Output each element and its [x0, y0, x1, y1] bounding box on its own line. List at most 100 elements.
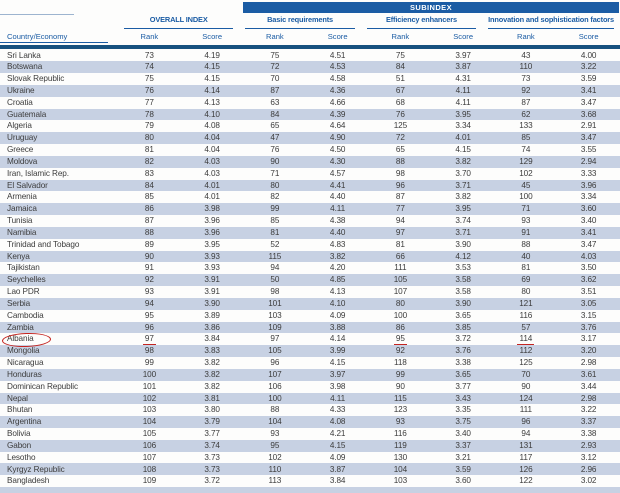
value-cell: 98 [369, 168, 432, 180]
value-cell: 70 [244, 73, 307, 85]
value-text: 102 [142, 393, 157, 403]
value-cell: 4.13 [306, 286, 369, 298]
table-row: Dominican Republic 101 3.82 106 3.98 90 3.77 90… [0, 381, 620, 393]
value-cell: 3.71 [432, 227, 495, 239]
value-cell: 89 [118, 239, 181, 251]
value-cell: 115 [369, 393, 432, 405]
value-text: 75 [270, 50, 280, 60]
value-cell: 4.30 [306, 156, 369, 168]
value-text: 129 [519, 156, 533, 166]
value-cell: 93 [244, 428, 307, 440]
value-cell: 133 [495, 120, 558, 132]
value-text: 99 [144, 358, 154, 368]
value-text: 107 [142, 452, 157, 462]
value-text: 3.60 [580, 204, 597, 214]
country-label: Iran, Islamic Rep. [7, 168, 69, 178]
value-text: 90 [270, 156, 280, 166]
value-text: 93 [144, 287, 154, 297]
value-cell: 86 [369, 322, 432, 334]
value-cell: 3.02 [557, 475, 620, 487]
country-label: Lao PDR [7, 287, 40, 297]
table-row: Lao PDR 93 3.91 98 4.13 107 3.58 80 3.51 [0, 286, 620, 298]
value-cell: 4.10 [181, 109, 244, 121]
value-cell: 3.84 [306, 475, 369, 487]
value-cell: 97 [369, 227, 432, 239]
value-text: 91 [521, 227, 531, 237]
value-cell: 3.72 [432, 333, 495, 345]
efficiency-rank-column-header: Rank [391, 32, 410, 41]
value-text: 3.82 [204, 369, 220, 379]
value-cell: 93 [118, 286, 181, 298]
value-cell: 2.98 [557, 393, 620, 405]
value-text: 131 [519, 440, 533, 450]
value-cell: 80 [244, 180, 307, 192]
value-cell: 3.58 [432, 286, 495, 298]
value-cell: 81 [369, 239, 432, 251]
value-cell: 96 [244, 357, 307, 369]
value-text: 2.91 [580, 121, 597, 131]
value-text: 3.80 [204, 405, 220, 415]
value-text: 100 [142, 369, 157, 379]
value-text: 124 [519, 393, 533, 403]
value-cell: 4.00 [557, 50, 620, 62]
value-cell: 94 [495, 428, 558, 440]
country-label: Guatemala [7, 109, 47, 119]
value-cell: 93 [495, 215, 558, 227]
country-label: Armenia [7, 192, 37, 202]
value-cell: 77 [369, 203, 432, 215]
value-text: 76 [395, 109, 405, 119]
value-cell: 97 [244, 333, 307, 345]
value-text: 4.03 [204, 156, 220, 166]
country-label: Greece [7, 145, 34, 155]
value-cell: 88 [118, 227, 181, 239]
value-cell: 76 [244, 144, 307, 156]
table-row: Croatia 77 4.13 63 4.66 68 4.11 87 3.47 [0, 97, 620, 109]
value-cell: 71 [495, 203, 558, 215]
country-column-top-rule [0, 14, 74, 15]
value-cell: 4.50 [306, 144, 369, 156]
value-cell: 81 [118, 144, 181, 156]
group-header-basic-requirements: Basic requirements [245, 15, 355, 29]
value-text: 90 [395, 381, 405, 391]
value-text: 63 [270, 97, 280, 107]
value-cell: 74 [118, 61, 181, 73]
value-cell: 94 [118, 298, 181, 310]
value-text: 75 [144, 74, 154, 84]
value-cell: 3.87 [432, 61, 495, 73]
value-text: 111 [519, 405, 532, 415]
country-label: Botswana [7, 62, 43, 72]
country-label: Bolivia [7, 429, 31, 439]
value-text: 3.02 [580, 476, 597, 486]
table-row: Jamaica 86 3.98 99 4.11 77 3.95 71 3.60 [0, 203, 620, 216]
value-cell: 3.17 [557, 333, 620, 345]
value-cell: 95 [118, 310, 181, 322]
value-text: 74 [521, 145, 531, 155]
value-cell: 97 [118, 333, 181, 345]
value-cell: 3.91 [181, 274, 244, 286]
country-label: Seychelles [7, 275, 46, 285]
value-text: 3.60 [455, 476, 471, 486]
value-cell: 99 [369, 369, 432, 381]
value-text: 3.12 [580, 452, 597, 462]
value-text: 106 [268, 381, 282, 391]
country-cell: Botswana [0, 61, 118, 73]
value-text: 115 [268, 251, 282, 261]
value-text: 94 [395, 216, 405, 226]
value-text: 3.76 [455, 346, 471, 356]
value-cell: 111 [369, 262, 432, 274]
value-text: 3.73 [204, 464, 220, 474]
value-text: 91 [144, 263, 154, 273]
value-cell: 3.90 [432, 239, 495, 251]
value-text: 3.98 [204, 204, 220, 214]
value-text: 80 [144, 133, 154, 143]
value-cell: 3.34 [432, 120, 495, 132]
value-cell: 79 [118, 120, 181, 132]
value-text: 3.55 [580, 145, 597, 155]
basic-score-column-header: Score [327, 32, 348, 41]
value-text: 3.98 [329, 381, 346, 391]
country-label: Tajikistan [7, 263, 40, 273]
value-text: 88 [144, 227, 154, 237]
value-cell: 4.14 [181, 85, 244, 97]
value-cell: 84 [118, 180, 181, 192]
value-text: 52 [270, 239, 280, 249]
